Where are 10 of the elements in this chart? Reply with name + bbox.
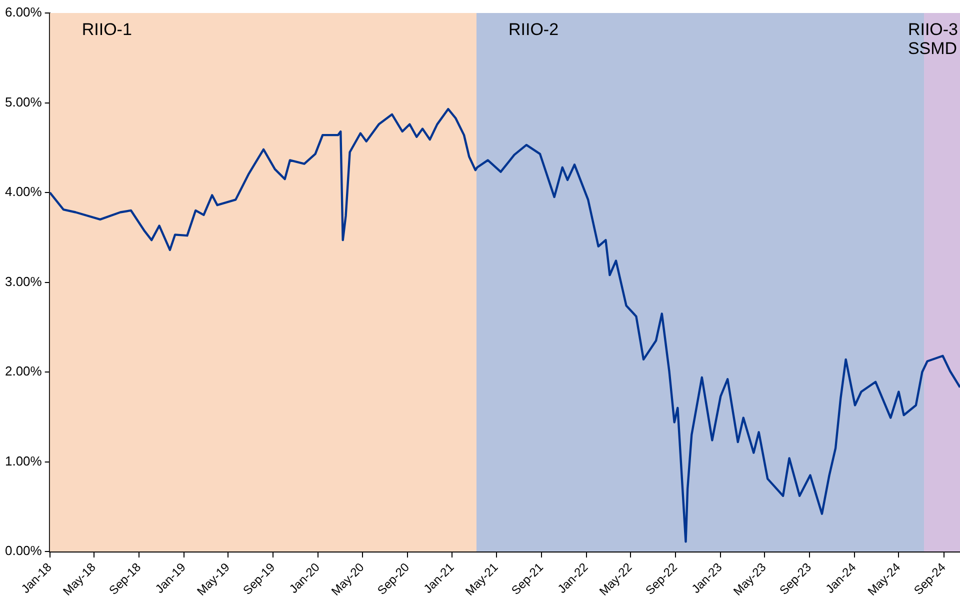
- y-tick-label: 4.00%: [4, 184, 42, 200]
- y-tick-label: 6.00%: [4, 4, 42, 20]
- y-tick-label: 0.00%: [4, 543, 42, 558]
- y-tick-label: 2.00%: [4, 364, 42, 379]
- y-tick-label: 1.00%: [4, 453, 42, 468]
- band-label: RIIO-3 SSMD: [908, 20, 958, 58]
- band-label: RIIO-1: [82, 20, 132, 40]
- band-label: RIIO-2: [508, 20, 559, 40]
- y-tick-label: 5.00%: [4, 94, 42, 110]
- y-tick-label: 3.00%: [4, 274, 42, 289]
